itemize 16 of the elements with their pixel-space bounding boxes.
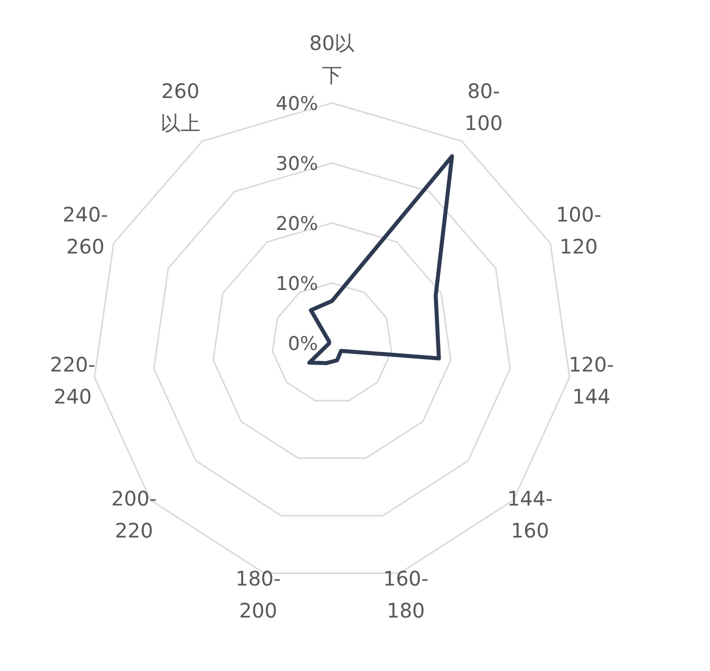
spoke-label: 180-200 <box>235 566 281 622</box>
y-tick-label: 40% <box>276 93 318 115</box>
y-tick-label: 30% <box>276 153 318 175</box>
spoke-label: 200-220 <box>111 486 157 543</box>
y-tick-label: 10% <box>276 273 318 295</box>
spoke-label: 120-144 <box>568 352 614 408</box>
spoke-label: 240-260 <box>62 202 108 258</box>
spoke-label: 220-240 <box>50 352 96 408</box>
spoke-label: 80以下 <box>309 31 355 87</box>
y-tick-label: 0% <box>288 333 318 355</box>
spoke-label: 80-100 <box>464 79 503 136</box>
spoke-label: 100-120 <box>556 202 602 258</box>
spoke-label: 144-160 <box>507 486 553 543</box>
y-tick-label: 20% <box>276 213 318 235</box>
spoke-label: 260以上 <box>160 79 200 136</box>
spoke-label: 160-180 <box>383 566 429 622</box>
